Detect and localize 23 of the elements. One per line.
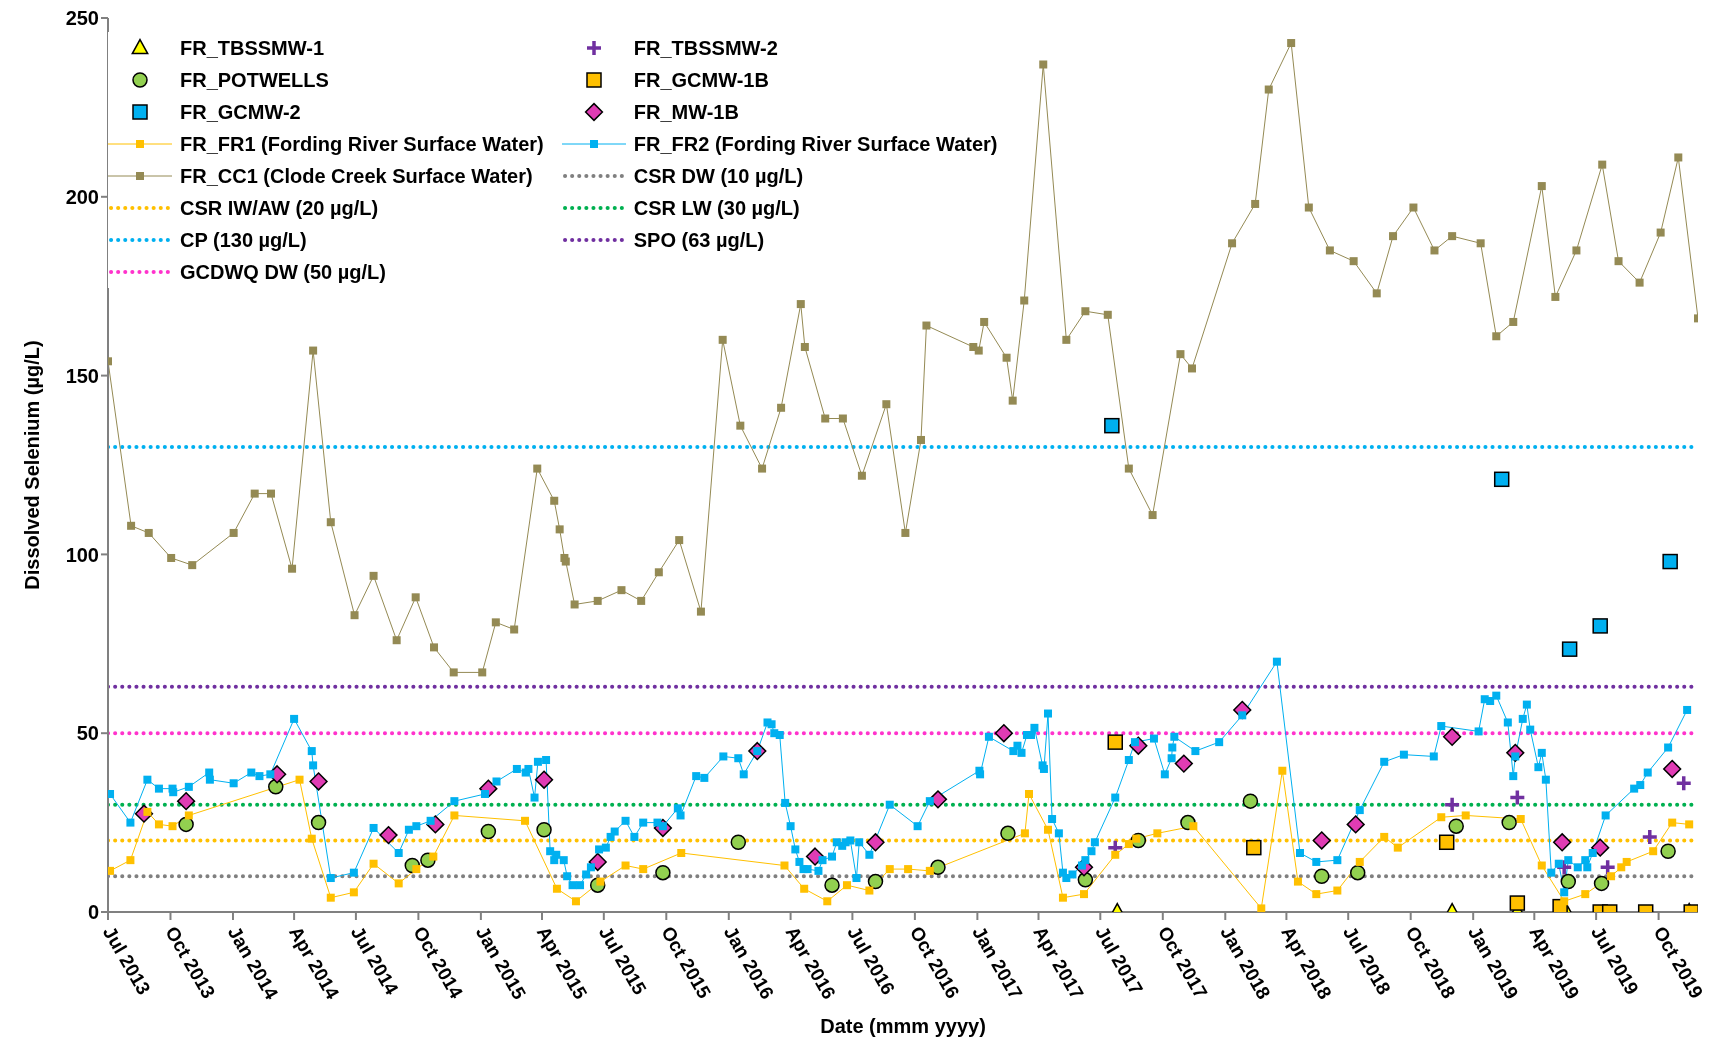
legend-label: CP (130 µg/L): [180, 228, 307, 252]
legend-label: FR_MW-1B: [633, 100, 739, 124]
y-axis-title: Dissolved Selenium (µg/L): [21, 340, 44, 590]
y-tick-label: 100: [65, 543, 99, 566]
x-axis-title: Date (mmm yyyy): [820, 1015, 986, 1037]
y-tick-label: 150: [65, 364, 99, 387]
y-tick-label: 200: [65, 185, 99, 208]
legend-label: FR_TBSSMW-1: [180, 36, 325, 60]
y-tick-label: 0: [87, 901, 99, 924]
legend-label: FR_GCMW-2: [180, 100, 301, 124]
legend-label: FR_POTWELLS: [180, 68, 329, 92]
legend-label: FR_FR2 (Fording River Surface Water): [633, 132, 998, 156]
legend-label: FR_FR1 (Fording River Surface Water): [180, 132, 544, 156]
legend-label: FR_TBSSMW-2: [633, 36, 778, 60]
legend-label: SPO (63 µg/L): [633, 228, 765, 252]
y-tick-label: 250: [65, 7, 99, 30]
y-tick-label: 50: [76, 722, 99, 745]
legend-label: CSR LW (30 µg/L): [633, 196, 800, 220]
legend-label: FR_GCMW-1B: [633, 68, 769, 92]
legend-label: FR_CC1 (Clode Creek Surface Water): [180, 164, 533, 188]
legend-label: GCDWQ DW (50 µg/L): [180, 260, 386, 284]
legend-label: CSR IW/AW (20 µg/L): [180, 196, 379, 220]
legend-label: CSR DW (10 µg/L): [633, 164, 804, 188]
